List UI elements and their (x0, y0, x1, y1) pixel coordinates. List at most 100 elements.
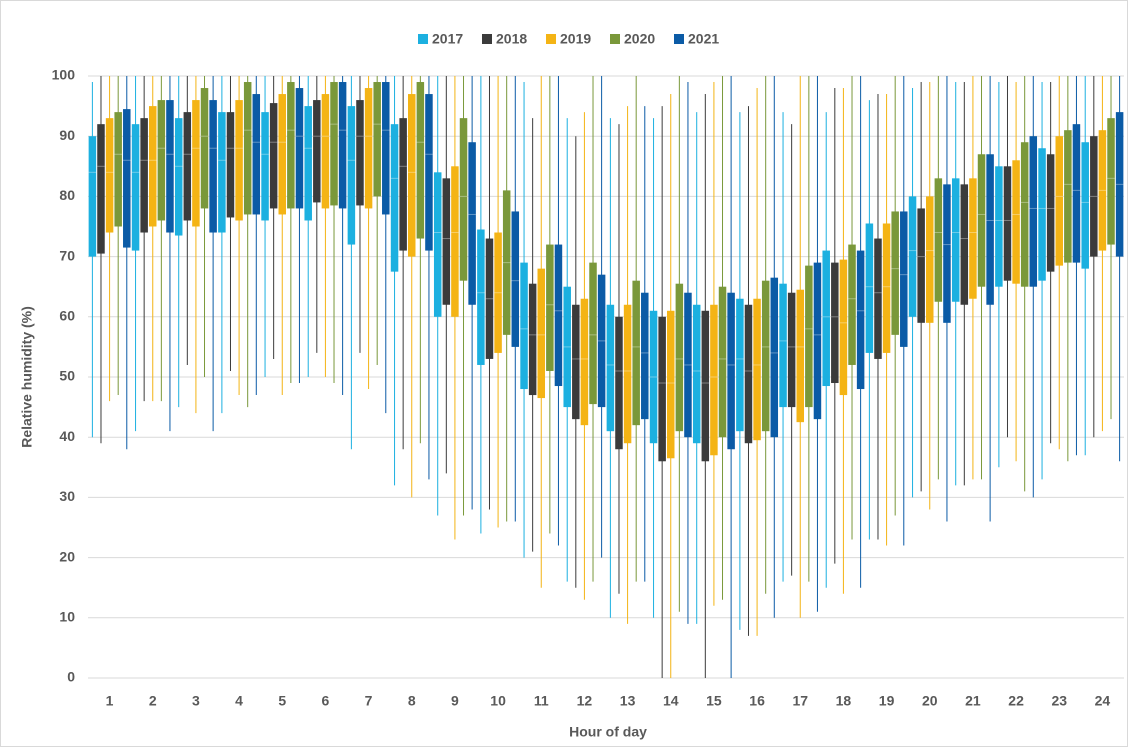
box (278, 94, 286, 215)
x-tick-label: 16 (749, 693, 765, 709)
x-tick-label: 10 (490, 693, 506, 709)
y-tick-label: 80 (59, 187, 75, 203)
y-tick-label: 70 (59, 247, 75, 263)
box (243, 82, 252, 215)
x-tick-label: 12 (577, 693, 593, 709)
legend-label: 2018 (496, 31, 527, 47)
box (572, 304, 580, 420)
box (718, 286, 727, 438)
x-axis-label: Hour of day (569, 724, 647, 740)
box (364, 88, 373, 209)
box (744, 304, 753, 444)
box (218, 112, 226, 233)
box (468, 142, 476, 305)
y-tick-label: 10 (59, 609, 75, 625)
box (580, 298, 589, 426)
box (373, 82, 381, 197)
box (943, 184, 951, 323)
box (969, 178, 977, 299)
box (459, 118, 468, 281)
box (321, 94, 330, 209)
box (183, 112, 192, 221)
box (97, 124, 105, 254)
box (546, 244, 554, 371)
box (382, 82, 390, 215)
box (520, 262, 528, 390)
legend-swatch (418, 34, 428, 44)
x-tick-label: 19 (879, 693, 895, 709)
box (641, 292, 649, 420)
box (891, 211, 899, 335)
box (235, 100, 243, 221)
box (606, 304, 615, 432)
box (995, 166, 1003, 287)
x-tick-label: 8 (408, 693, 416, 709)
legend-swatch (674, 34, 684, 44)
y-tick-label: 60 (59, 308, 75, 324)
y-tick-label: 100 (52, 67, 76, 83)
x-tick-label: 9 (451, 693, 459, 709)
y-tick-label: 90 (59, 127, 75, 143)
box (451, 166, 459, 317)
y-tick-label: 0 (67, 669, 75, 685)
box (408, 94, 416, 257)
box (856, 250, 865, 390)
box (813, 262, 822, 420)
legend-label: 2017 (432, 31, 463, 47)
box (200, 88, 209, 209)
x-tick-label: 18 (836, 693, 852, 709)
legend-label: 2019 (560, 31, 591, 47)
x-tick-label: 21 (965, 693, 981, 709)
x-tick-label: 3 (192, 693, 200, 709)
box (209, 100, 217, 233)
box (908, 196, 917, 317)
y-tick-label: 50 (59, 368, 75, 384)
box (477, 229, 485, 365)
box (347, 106, 356, 245)
box (692, 304, 701, 444)
box (1038, 148, 1046, 281)
box (1081, 142, 1089, 269)
x-tick-label: 5 (278, 693, 286, 709)
box (589, 262, 597, 405)
box (1090, 136, 1098, 257)
box (537, 268, 545, 399)
legend-label: 2020 (624, 31, 655, 47)
y-tick-label: 30 (59, 488, 75, 504)
box (123, 109, 131, 248)
box (667, 310, 675, 459)
y-tick-label: 40 (59, 428, 75, 444)
x-tick-label: 1 (106, 693, 114, 709)
box (502, 190, 511, 335)
box (770, 277, 779, 438)
box (597, 274, 606, 408)
box (131, 124, 140, 251)
x-tick-label: 17 (792, 693, 808, 709)
x-tick-label: 14 (663, 693, 679, 709)
box (900, 211, 908, 347)
box (839, 259, 848, 396)
box (874, 238, 882, 359)
x-tick-label: 20 (922, 693, 938, 709)
x-tick-label: 13 (620, 693, 636, 709)
box (960, 184, 969, 305)
box (917, 208, 925, 323)
x-tick-label: 23 (1051, 693, 1067, 709)
box (1012, 160, 1020, 284)
box (710, 304, 718, 456)
box (615, 316, 623, 450)
box (114, 112, 122, 227)
x-tick-label: 11 (534, 693, 549, 709)
box (882, 223, 891, 353)
box (390, 124, 399, 272)
box (822, 250, 830, 387)
box (926, 196, 934, 323)
box (149, 106, 157, 227)
box (157, 100, 166, 221)
legend-swatch (546, 34, 556, 44)
x-tick-label: 6 (322, 693, 330, 709)
x-tick-label: 4 (235, 693, 243, 709)
box (1098, 130, 1107, 251)
x-tick-label: 15 (706, 693, 722, 709)
box (1029, 136, 1038, 287)
